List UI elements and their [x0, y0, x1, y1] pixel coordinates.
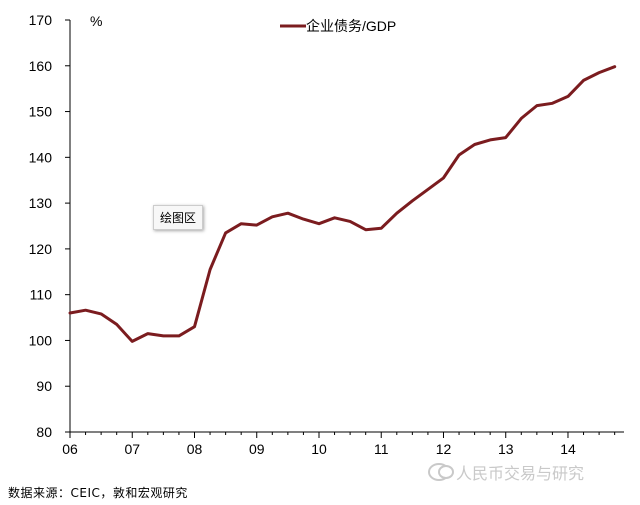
chart-ticks: 80 90 100 110 120 130 140 150 160 170 06 07 08 09 10 11…: [29, 12, 616, 457]
plot-area-tooltip: 绘图区: [153, 205, 204, 230]
y-tick-label: 150: [29, 104, 53, 120]
watermark: 人民币交易与研究: [428, 460, 584, 484]
y-tick-label: 170: [29, 12, 53, 28]
y-tick-label: 130: [29, 195, 53, 211]
y-tick-label: 120: [29, 241, 53, 257]
y-unit-label: %: [90, 13, 102, 29]
x-tick-label: 08: [187, 441, 203, 457]
x-tick-label: 06: [62, 441, 78, 457]
y-tick-label: 90: [36, 378, 52, 394]
y-tick-label: 80: [36, 424, 52, 440]
x-tick-label: 13: [498, 441, 514, 457]
x-tick-label: 14: [560, 441, 576, 457]
legend-label: 企业债务/GDP: [306, 18, 396, 34]
x-tick-label: 11: [374, 441, 389, 457]
y-tick-label: 110: [30, 287, 53, 303]
x-tick-label: 10: [311, 441, 327, 457]
watermark-text: 人民币交易与研究: [456, 464, 585, 483]
x-tick-label: 07: [124, 441, 140, 457]
x-tick-label: 09: [249, 441, 265, 457]
legend: 企业债务/GDP: [280, 18, 396, 34]
source-note: 数据来源：CEIC，敦和宏观研究: [8, 486, 188, 500]
series-line: [68, 65, 617, 343]
chart-axes: [69, 20, 624, 433]
y-tick-label: 140: [29, 149, 53, 165]
y-tick-label: 160: [29, 58, 53, 74]
y-tick-label: 100: [29, 332, 53, 348]
x-tick-label: 12: [436, 441, 452, 457]
chart-series: [68, 65, 617, 343]
wechat-icon: [428, 463, 454, 481]
